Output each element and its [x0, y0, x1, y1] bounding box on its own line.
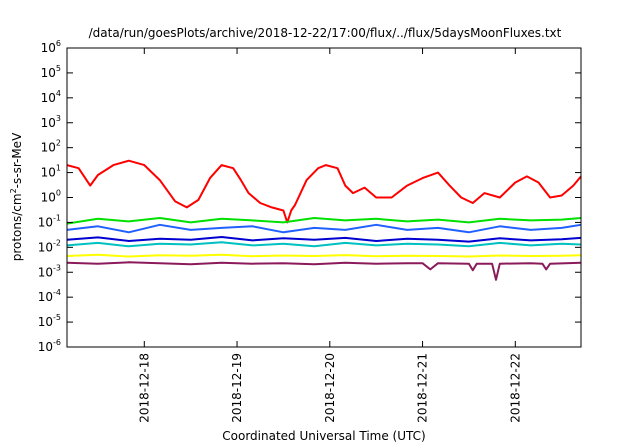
y-tick-base: 10 [41, 116, 56, 130]
series-line-6 [66, 253, 582, 258]
y-axis-label: protons/cm2-s-sr-MeV [9, 132, 24, 261]
y-tick-label: 10-6 [38, 338, 61, 354]
plot-area [66, 159, 582, 281]
y-tick-base: 10 [41, 91, 56, 105]
y-tick-label: 103 [41, 114, 61, 130]
y-tick-label: 101 [41, 164, 61, 180]
y-axis: 10-610-510-410-310-210-11001011021031041… [38, 39, 581, 354]
plot-frame [66, 47, 582, 348]
x-tick-label: 2018-12-22 [508, 353, 522, 423]
y-tick-label: 10-4 [38, 288, 61, 304]
y-tick-exp: -3 [53, 263, 61, 272]
series-line-2 [66, 217, 582, 225]
y-tick-base: 10 [41, 166, 56, 180]
y-tick-exp: -6 [53, 338, 61, 347]
series-line-7 [66, 261, 582, 281]
y-tick-base: 10 [41, 141, 56, 155]
y-tick-exp: 1 [56, 164, 61, 173]
y-axis-label-sup: 2 [9, 188, 18, 193]
y-tick-exp: -2 [53, 238, 61, 247]
y-tick-label: 10-1 [38, 213, 61, 229]
y-tick-exp: -5 [53, 313, 61, 322]
y-tick-label: 10-2 [38, 238, 61, 254]
y-tick-exp: 2 [56, 139, 61, 148]
y-tick-label: 10-3 [38, 263, 61, 279]
y-tick-label: 102 [41, 139, 61, 155]
y-tick-exp: 0 [56, 189, 61, 198]
y-tick-base: 10 [41, 66, 56, 80]
y-axis-label-rest: -s-sr-MeV [10, 132, 24, 188]
x-tick-label: 2018-12-21 [416, 353, 430, 423]
x-axis: 2018-12-18 2018-12-19 2018-12-20 2018-12-21… [137, 48, 522, 423]
x-tick-label: 2018-12-18 [137, 353, 151, 423]
y-tick-base: 10 [41, 41, 56, 55]
y-tick-base: 10 [38, 240, 53, 254]
y-tick-base: 10 [38, 315, 53, 329]
y-tick-label: 10-5 [38, 313, 61, 329]
y-tick-exp: 4 [56, 89, 61, 98]
y-axis-label-base: protons/cm [10, 193, 24, 261]
y-tick-base: 10 [41, 191, 56, 205]
y-tick-exp: 6 [56, 39, 61, 48]
y-tick-base: 10 [38, 340, 53, 354]
x-axis-label: Coordinated Universal Time (UTC) [222, 429, 425, 443]
series-line-5 [66, 236, 582, 243]
y-tick-label: 100 [41, 189, 61, 205]
y-tick-label: 106 [41, 39, 61, 55]
y-tick-exp: 5 [56, 64, 61, 73]
x-tick-label: 2018-12-20 [323, 353, 337, 423]
y-tick-base: 10 [38, 290, 53, 304]
x-tick-label: 2018-12-19 [230, 353, 244, 423]
series-line-1 [66, 159, 582, 224]
y-tick-exp: -1 [53, 213, 61, 222]
series-line-3 [66, 241, 582, 248]
y-tick-base: 10 [38, 265, 53, 279]
chart-title: /data/run/goesPlots/archive/2018-12-22/1… [89, 26, 562, 40]
y-tick-exp: 3 [56, 114, 61, 123]
y-tick-label: 104 [41, 89, 61, 105]
y-tick-label: 105 [41, 64, 61, 80]
y-tick-base: 10 [38, 215, 53, 229]
series-line-4 [66, 223, 582, 234]
y-tick-exp: -4 [53, 288, 61, 297]
